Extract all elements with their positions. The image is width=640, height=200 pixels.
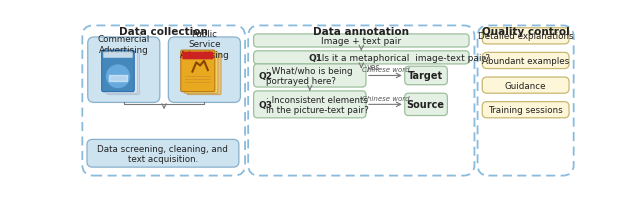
FancyBboxPatch shape (482, 102, 569, 118)
Circle shape (106, 65, 131, 89)
Text: : Is it a metaphorical  image-text pair?: : Is it a metaphorical image-text pair? (316, 54, 490, 63)
FancyBboxPatch shape (248, 26, 474, 176)
FancyBboxPatch shape (102, 51, 134, 92)
Text: Image + text pair: Image + text pair (321, 37, 401, 46)
Text: Source: Source (406, 100, 445, 110)
FancyBboxPatch shape (482, 53, 569, 69)
FancyBboxPatch shape (168, 38, 241, 103)
FancyBboxPatch shape (88, 38, 160, 103)
Text: Chinese word: Chinese word (362, 67, 409, 73)
FancyBboxPatch shape (482, 29, 569, 45)
Text: Commercial
Advertising: Commercial Advertising (98, 35, 150, 54)
FancyBboxPatch shape (477, 26, 573, 176)
Text: Public
Service
Advertising: Public Service Advertising (179, 30, 229, 60)
Text: Q3: Q3 (259, 100, 272, 109)
Text: Guidance: Guidance (505, 81, 547, 90)
FancyBboxPatch shape (482, 78, 569, 94)
Text: Data screening, cleaning, and
text acquisition.: Data screening, cleaning, and text acqui… (97, 144, 228, 163)
Text: Detailed explanations: Detailed explanations (478, 32, 573, 41)
FancyBboxPatch shape (253, 52, 469, 65)
FancyBboxPatch shape (253, 91, 366, 118)
FancyBboxPatch shape (404, 94, 447, 116)
FancyBboxPatch shape (404, 67, 447, 85)
FancyBboxPatch shape (187, 54, 221, 95)
Text: Q1: Q1 (308, 54, 323, 63)
FancyBboxPatch shape (180, 51, 215, 92)
FancyBboxPatch shape (105, 52, 138, 94)
FancyBboxPatch shape (107, 54, 140, 95)
Text: Quality control: Quality control (482, 27, 570, 37)
Text: Q2: Q2 (259, 72, 272, 81)
Text: Chinese word: Chinese word (362, 96, 409, 102)
Text: Data collection: Data collection (119, 27, 208, 37)
Text: yes: yes (366, 62, 380, 71)
Text: Data annotation: Data annotation (314, 27, 410, 37)
FancyBboxPatch shape (253, 65, 366, 88)
FancyBboxPatch shape (83, 26, 245, 176)
Text: Target: Target (408, 71, 444, 81)
FancyBboxPatch shape (253, 35, 469, 48)
Text: Abundant examples: Abundant examples (482, 57, 569, 66)
Text: : Inconsistent elements
in the picture-text pair?: : Inconsistent elements in the picture-t… (266, 95, 369, 114)
FancyBboxPatch shape (182, 52, 213, 60)
Text: : What/who is being
portrayed here?: : What/who is being portrayed here? (266, 66, 353, 86)
FancyBboxPatch shape (184, 52, 218, 94)
Text: Training sessions: Training sessions (488, 106, 563, 115)
FancyBboxPatch shape (87, 140, 239, 167)
FancyBboxPatch shape (103, 52, 132, 58)
